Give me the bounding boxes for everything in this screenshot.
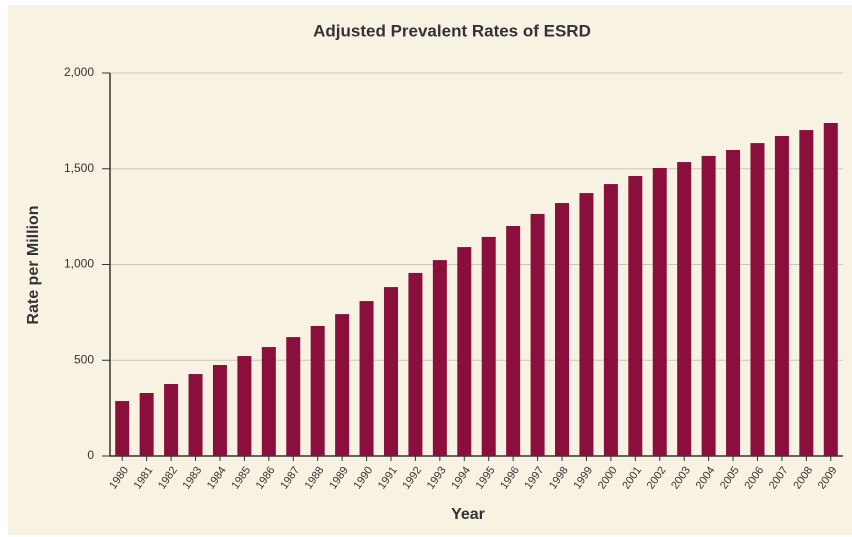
x-axis-title: Year [451,506,485,523]
bar [212,365,227,456]
bar [750,143,765,457]
y-tick-label: 1,000 [64,257,94,271]
y-tick-label: 1,500 [64,161,94,175]
bar [603,184,618,456]
bar [164,383,179,456]
bar [799,130,814,456]
bar [408,272,423,456]
bar [652,167,667,456]
bar [726,149,741,456]
bar [530,213,545,456]
y-axis-title: Rate per Million [25,205,42,324]
bar [628,176,643,457]
bar [335,314,350,456]
y-tick-label: 500 [74,352,94,366]
bar [310,325,325,456]
y-tick-label: 0 [87,448,94,462]
bar [506,226,521,456]
bar [457,247,472,456]
bar [823,122,838,456]
bar [115,401,130,456]
bar [383,287,398,456]
bar [139,392,154,456]
bar [481,236,496,456]
bar [359,301,374,456]
bar [555,203,570,456]
y-tick-label: 2,000 [64,65,94,79]
chart-title: Adjusted Prevalent Rates of ESRD [313,21,591,40]
bar [237,356,252,456]
bar [701,155,716,456]
bar [286,337,301,456]
bar [188,374,203,456]
bar [579,193,594,456]
bar [774,136,789,457]
bar [261,347,276,456]
bar [677,162,692,457]
bar [432,260,447,456]
